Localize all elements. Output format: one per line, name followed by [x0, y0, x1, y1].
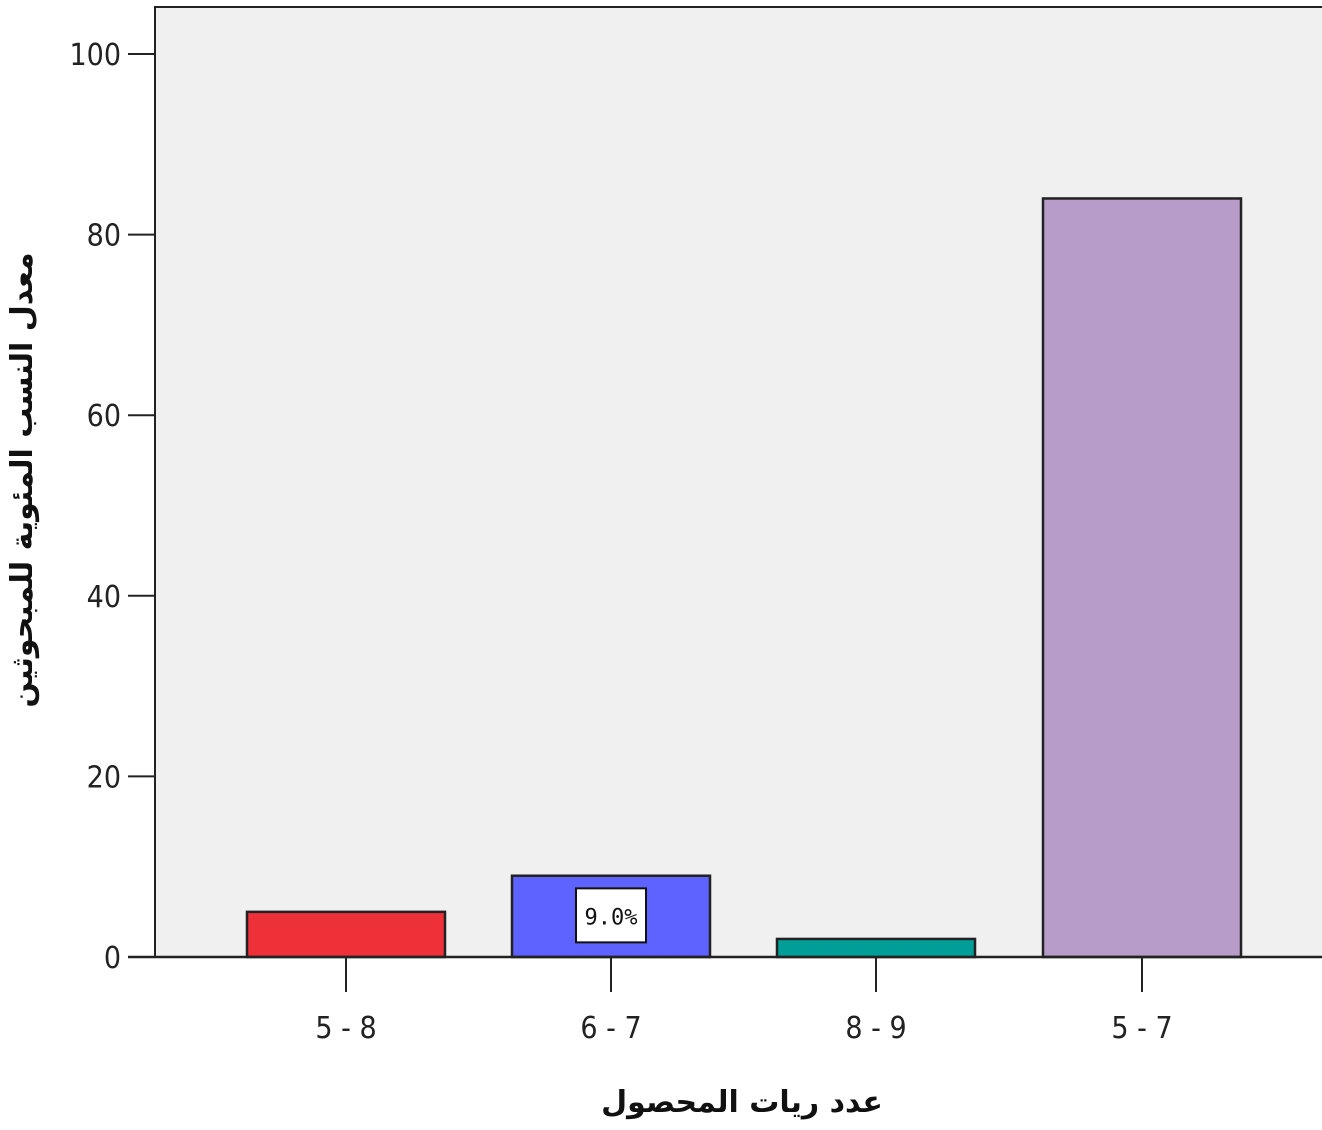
bar	[775, 937, 977, 959]
y-axis: 0 20 40 60 80 100	[69, 38, 155, 976]
x-tick-label: 8 - 9	[845, 1011, 906, 1046]
y-tick-label: 40	[87, 580, 121, 615]
y-tick-label: 60	[87, 399, 121, 434]
bar	[245, 910, 447, 959]
y-tick-label: 100	[69, 38, 121, 73]
x-axis: 5 - 8 6 - 7 8 - 9 5 - 7	[128, 955, 1322, 1046]
x-axis-title: عدد ريات المحصول	[601, 1085, 883, 1120]
x-tick-label: 5 - 7	[1111, 1011, 1172, 1046]
bars-group	[245, 197, 1243, 959]
y-tick-label: 20	[87, 760, 121, 795]
y-tick-label: 80	[87, 219, 121, 254]
bar	[1041, 197, 1243, 959]
data-label: 9.0%	[585, 905, 638, 930]
y-tick-label: 0	[104, 941, 121, 976]
data-label-box	[575, 887, 647, 944]
data-labels-group: 9.0%	[575, 887, 647, 944]
x-tick-label: 6 - 7	[580, 1011, 641, 1046]
y-axis-title: معدل النسب المئوية للمبحوثين	[5, 252, 40, 707]
x-tick-label: 5 - 8	[315, 1011, 376, 1046]
